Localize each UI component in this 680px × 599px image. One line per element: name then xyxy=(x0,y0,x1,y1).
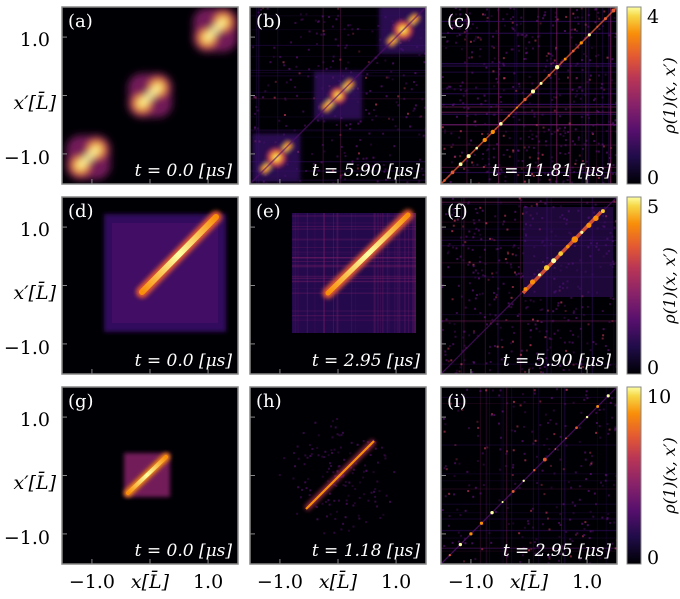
heatmap-panel: (f) t = 5.90 [μs] xyxy=(440,196,618,375)
x-tick-label: −1.0 xyxy=(257,571,303,593)
heatmap-density xyxy=(441,197,617,374)
heatmap-density xyxy=(104,211,226,332)
heatmap-density xyxy=(278,418,396,535)
colorbar-gradient xyxy=(626,196,642,375)
y-axis-label: x′[L̄] xyxy=(14,471,57,494)
panel-letter: (g) xyxy=(68,391,94,412)
colorbar-max-label: 5 xyxy=(647,196,659,218)
heatmap-density xyxy=(292,209,416,333)
y-tick-label: 1.0 xyxy=(20,29,50,51)
time-label: t = 0.0 [μs] xyxy=(135,541,233,561)
y-tick-label: −1.0 xyxy=(4,337,50,359)
panel-letter: (b) xyxy=(256,11,282,32)
colorbar-max-label: 10 xyxy=(647,386,671,408)
time-label: t = 2.95 [μs] xyxy=(503,541,612,561)
colorbar: 5 0 ρ(1)(x, x′) xyxy=(626,196,679,379)
y-axis-label: x′[L̄] xyxy=(14,91,57,114)
x-axis-label: x[L̄] xyxy=(510,570,549,593)
heatmap-density xyxy=(124,453,170,497)
y-tick-label: 1.0 xyxy=(20,219,50,241)
colorbar-min-label: 0 xyxy=(647,167,659,189)
panel-letter: (c) xyxy=(447,11,471,32)
panel-letter: (f) xyxy=(447,201,468,222)
heatmap-density xyxy=(250,7,426,184)
panel-letter: (a) xyxy=(68,11,93,32)
y-tick-label: −1.0 xyxy=(4,147,50,169)
panel-letter: (i) xyxy=(447,391,467,412)
time-label: t = 0.0 [μs] xyxy=(135,161,233,181)
colorbar-label: ρ(1)(x, x′) xyxy=(660,57,679,134)
heatmap-panel: (g) t = 0.0 [μs] xyxy=(61,386,239,565)
y-tick-label: −1.0 xyxy=(4,527,50,549)
x-tick-label: 1.0 xyxy=(381,571,411,593)
x-tick-label: 1.0 xyxy=(572,571,602,593)
x-axis-label: x[L̄] xyxy=(319,570,358,593)
colorbar: 4 0 ρ(1)(x, x′) xyxy=(626,6,679,189)
heatmap-panel: (i) t = 2.95 [μs] xyxy=(440,386,618,565)
colorbar-min-label: 0 xyxy=(647,357,659,379)
colorbar: 10 0 ρ(1)(x, x′) xyxy=(626,386,679,569)
colorbar-label: ρ(1)(x, x′) xyxy=(660,437,679,514)
panel-letter: (d) xyxy=(68,201,94,222)
y-tick-label: 1.0 xyxy=(20,409,50,431)
time-label: t = 2.95 [μs] xyxy=(312,351,421,371)
heatmap-panel: (c) t = 11.81 [μs] xyxy=(440,6,618,185)
heatmap-panel: (a) t = 0.0 [μs] xyxy=(61,6,239,185)
time-label: t = 0.0 [μs] xyxy=(135,351,233,371)
colorbar-gradient xyxy=(626,6,642,185)
heatmap-panel: (e) t = 2.95 [μs] xyxy=(249,196,427,375)
x-tick-label: −1.0 xyxy=(448,571,494,593)
heatmap-density xyxy=(64,7,238,182)
time-label: t = 11.81 [μs] xyxy=(492,161,611,181)
panel-letter: (e) xyxy=(256,201,281,222)
x-tick-label: −1.0 xyxy=(69,571,115,593)
y-axis-label: x′[L̄] xyxy=(14,281,57,304)
time-label: t = 5.90 [μs] xyxy=(312,161,421,181)
heatmap-density xyxy=(441,7,617,184)
time-label: t = 5.90 [μs] xyxy=(503,351,612,371)
heatmap-density xyxy=(441,387,617,564)
x-tick-label: 1.0 xyxy=(193,571,223,593)
colorbar-label: ρ(1)(x, x′) xyxy=(660,247,679,324)
colorbar-max-label: 4 xyxy=(647,6,659,28)
heatmap-panel: (b) t = 5.90 [μs] xyxy=(249,6,427,185)
panel-letter: (h) xyxy=(256,391,282,412)
heatmap-panel: (d) t = 0.0 [μs] xyxy=(61,196,239,375)
colorbar-min-label: 0 xyxy=(647,547,659,569)
x-axis-label: x[L̄] xyxy=(131,570,170,593)
colorbar-gradient xyxy=(626,386,642,565)
time-label: t = 1.18 [μs] xyxy=(312,541,421,561)
heatmap-panel: (h) t = 1.18 [μs] xyxy=(249,386,427,565)
